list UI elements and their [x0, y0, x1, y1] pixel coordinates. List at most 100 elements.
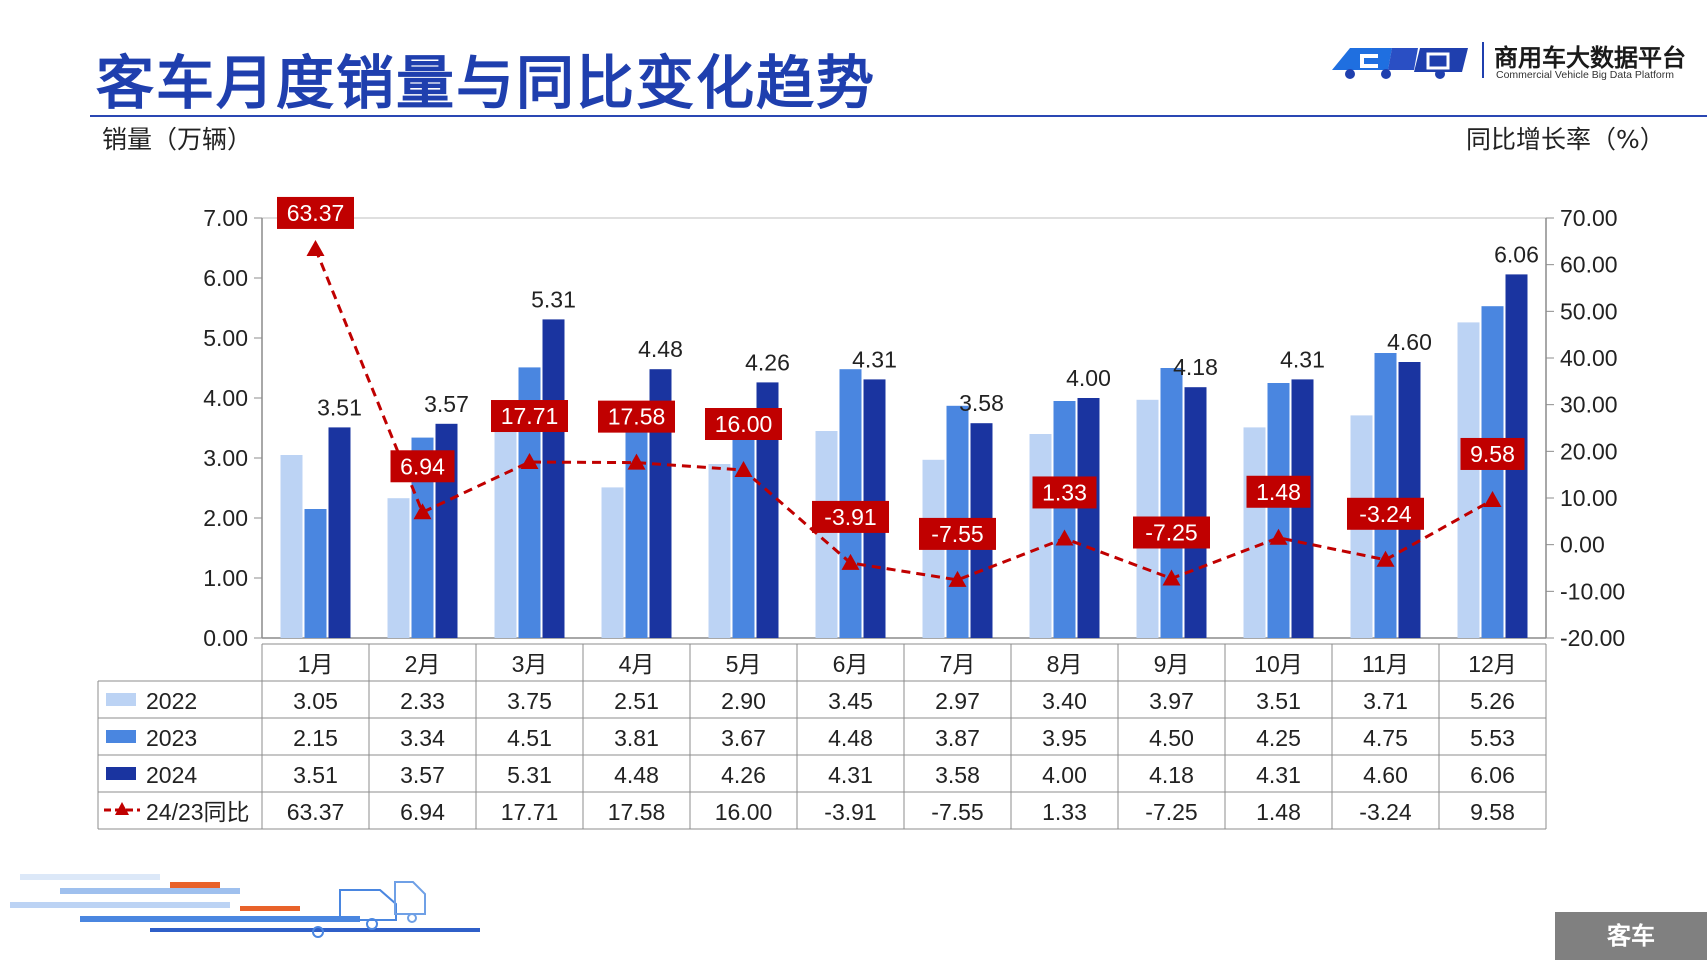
table-cell: 4.26: [721, 762, 766, 788]
table-cell: 3.71: [1363, 688, 1408, 714]
yoy-label-box: [598, 400, 675, 433]
right-tick-label: 70.00: [1560, 205, 1618, 231]
yoy-marker: [948, 570, 967, 587]
table-cell: -3.24: [1359, 799, 1412, 825]
table-cell: 6.06: [1470, 762, 1515, 788]
bar-value-label: 4.00: [1066, 365, 1111, 391]
bar-2024: [1291, 379, 1314, 638]
yoy-value-label: 1.33: [1042, 479, 1087, 505]
legend-yoy-marker: [115, 802, 129, 815]
bar-2022: [708, 464, 731, 638]
page-title: 客车月度销量与同比变化趋势: [96, 49, 877, 117]
bar-value-label: 3.57: [424, 391, 469, 417]
bar-2024: [1184, 387, 1207, 638]
table-cell: 2.15: [293, 725, 338, 751]
table-cell: 3.87: [935, 725, 980, 751]
bar-2024: [328, 427, 351, 638]
legend-label: 2022: [146, 688, 197, 714]
bar-value-label: 4.48: [638, 336, 683, 362]
table-cell: 3.57: [400, 762, 445, 788]
table-cell: 4.48: [828, 725, 873, 751]
bar-value-label: 4.31: [1280, 346, 1325, 372]
legend-label: 2024: [146, 762, 197, 788]
bar-2024: [649, 369, 672, 638]
right-tick-label: 10.00: [1560, 485, 1618, 511]
table-cell: 17.58: [608, 799, 666, 825]
table-cell: 3.34: [400, 725, 445, 751]
yoy-marker: [413, 503, 432, 520]
yoy-marker: [734, 461, 753, 477]
table-cell: 3.67: [721, 725, 766, 751]
category-label: 1月: [298, 651, 334, 677]
yoy-marker: [520, 453, 539, 470]
bar-2024: [1077, 398, 1100, 638]
bar-value-label: 4.31: [852, 346, 897, 372]
table-cell: 3.45: [828, 688, 873, 714]
yoy-label-box: [1246, 475, 1311, 508]
bar-2023: [304, 509, 327, 638]
decorative-truck-graphic: [10, 874, 480, 938]
bar-2023: [625, 409, 648, 638]
yoy-label-box: [705, 408, 782, 440]
table-cell: 4.18: [1149, 762, 1194, 788]
bar-2023: [1053, 401, 1076, 638]
yoy-value-label: -7.55: [931, 521, 983, 547]
table-cell: -7.25: [1145, 799, 1197, 825]
table-cell: 2.33: [400, 688, 445, 714]
bar-2022: [1029, 434, 1052, 638]
bar-2022: [494, 413, 517, 638]
table-cell: 1.48: [1256, 799, 1301, 825]
table-cell: 3.97: [1149, 688, 1194, 714]
yoy-marker: [1162, 569, 1181, 586]
table-cell: -7.55: [931, 799, 983, 825]
right-tick-label: -10.00: [1560, 578, 1625, 604]
table-cell: 1.33: [1042, 799, 1087, 825]
right-tick-label: -20.00: [1560, 625, 1625, 651]
bar-2022: [1243, 427, 1266, 638]
category-label: 12月: [1468, 651, 1517, 677]
right-tick-label: 30.00: [1560, 392, 1618, 418]
table-cell: 2.90: [721, 688, 766, 714]
yoy-label-box: [1133, 516, 1210, 549]
table-cell: 3.75: [507, 688, 552, 714]
category-label: 7月: [940, 651, 976, 677]
table-cell: 63.37: [287, 799, 345, 825]
category-label: 6月: [833, 651, 869, 677]
category-label: 8月: [1047, 651, 1083, 677]
left-tick-label: 7.00: [203, 205, 248, 231]
bar-value-label: 5.31: [531, 286, 576, 312]
table-cell: 5.26: [1470, 688, 1515, 714]
yoy-label-box: [812, 500, 889, 533]
bar-value-label: 4.60: [1387, 329, 1432, 355]
table-cell: 3.58: [935, 762, 980, 788]
bar-2023: [1267, 383, 1290, 638]
left-axis-title: 销量（万辆）: [102, 125, 253, 154]
truck-logo-icon: [1332, 48, 1468, 79]
right-tick-label: 50.00: [1560, 298, 1618, 324]
left-tick-label: 4.00: [203, 385, 248, 411]
table-cell: 4.48: [614, 762, 659, 788]
yoy-marker: [627, 453, 646, 470]
yoy-value-label: 9.58: [1470, 441, 1515, 467]
table-cell: 17.71: [501, 799, 559, 825]
table-cell: 4.25: [1256, 725, 1301, 751]
yoy-marker: [1376, 550, 1395, 567]
bar-value-label: 4.26: [745, 349, 790, 375]
table-cell: 4.31: [1256, 762, 1301, 788]
logo-divider: [1482, 42, 1484, 78]
bar-2023: [1481, 306, 1504, 638]
bar-2022: [387, 498, 410, 638]
yoy-label-box: [919, 517, 996, 550]
left-tick-label: 3.00: [203, 445, 248, 471]
yoy-marker: [1055, 529, 1074, 546]
table-cell: 4.75: [1363, 725, 1408, 751]
yoy-label-box: [277, 196, 354, 229]
bar-2023: [518, 367, 541, 638]
category-label: 10月: [1254, 651, 1303, 677]
legend-swatch-2023: [106, 730, 136, 743]
right-tick-label: 60.00: [1560, 252, 1618, 278]
table-cell: 3.40: [1042, 688, 1087, 714]
yoy-label-box: [491, 400, 568, 433]
legend-swatch-2022: [106, 693, 136, 706]
category-tag: 客车: [1555, 912, 1707, 960]
